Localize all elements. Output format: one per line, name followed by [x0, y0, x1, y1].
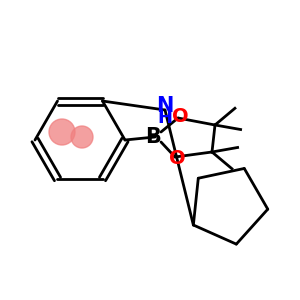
Text: N: N — [156, 96, 174, 116]
Text: O: O — [169, 149, 185, 169]
Text: H: H — [158, 109, 172, 127]
Text: O: O — [172, 106, 188, 125]
Text: B: B — [145, 127, 161, 147]
Circle shape — [49, 119, 75, 145]
Circle shape — [71, 126, 93, 148]
